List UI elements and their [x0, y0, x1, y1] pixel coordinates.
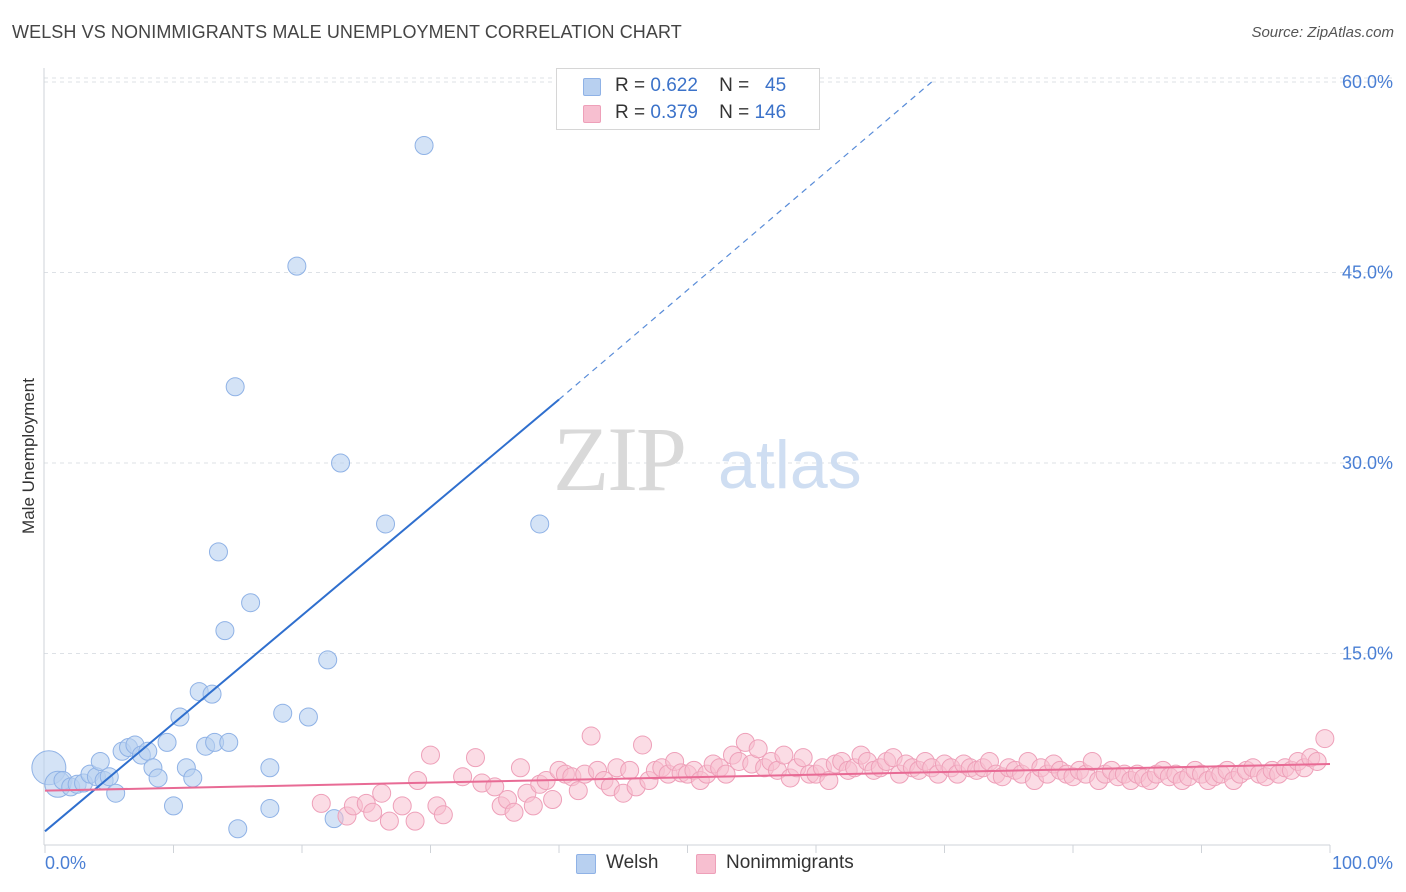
- nonimmigrants-point: [392, 796, 412, 816]
- y-axis-title: Male Unemployment: [19, 378, 38, 534]
- y-tick-label: 60.0%: [1342, 72, 1393, 92]
- welsh-point: [530, 514, 550, 534]
- watermark-zip: ZIP: [553, 408, 685, 510]
- nonimmigrants-point: [716, 764, 736, 784]
- nonimmigrants-swatch: [583, 105, 601, 123]
- nonimmigrants-legend-label: Nonimmigrants: [726, 852, 854, 873]
- welsh-point: [183, 768, 203, 788]
- nonimmigrants-point: [372, 783, 392, 803]
- nonimmigrants-point: [408, 771, 428, 790]
- nonimmigrants-point: [465, 748, 485, 768]
- welsh-point: [414, 136, 434, 155]
- welsh-point: [157, 732, 177, 752]
- welsh-point: [225, 377, 245, 397]
- nonimmigrants-point: [510, 758, 530, 778]
- nonimmigrants-point: [748, 739, 768, 759]
- watermark-atlas: atlas: [718, 427, 862, 503]
- welsh-point: [298, 707, 318, 727]
- welsh-point: [202, 684, 222, 704]
- welsh-point: [376, 514, 396, 534]
- welsh-point: [90, 751, 110, 771]
- nonimmigrants-point: [523, 796, 543, 816]
- nonimmigrants-r-value: 0.379: [650, 102, 698, 123]
- nonimmigrants-n-value: 146: [754, 102, 787, 123]
- welsh-points: [31, 136, 550, 839]
- welsh-point: [273, 703, 293, 723]
- nonimmigrants-point: [405, 811, 425, 831]
- welsh-point: [215, 621, 235, 641]
- welsh-point: [219, 732, 239, 752]
- welsh-point: [287, 256, 307, 276]
- nonimmigrants-point: [620, 760, 640, 780]
- chart-title: WELSH VS NONIMMIGRANTS MALE UNEMPLOYMENT…: [12, 22, 682, 42]
- y-tick-label: 30.0%: [1342, 453, 1393, 473]
- nonimmigrants-legend-swatch: [696, 854, 716, 874]
- welsh-trend-extension: [558, 81, 933, 400]
- welsh-r-value: 0.622: [650, 75, 698, 96]
- welsh-legend-label: Welsh: [606, 852, 659, 873]
- nonimmigrants-point: [568, 781, 588, 801]
- nonimmigrants-point: [1307, 751, 1327, 771]
- welsh-point: [260, 798, 280, 818]
- nonimmigrants-points: [311, 726, 1335, 831]
- welsh-trend-line: [44, 398, 560, 833]
- tick-labels: 15.0% 30.0% 45.0% 60.0% 0.0% 100.0%: [45, 72, 1393, 873]
- source-label: Source: ZipAtlas.com: [1251, 24, 1394, 41]
- nonimmigrants-point: [793, 748, 813, 768]
- nonimmigrants-r-label: R =: [615, 102, 646, 123]
- axes: [43, 68, 1331, 853]
- welsh-n-label: N =: [719, 75, 750, 96]
- nonimmigrants-point: [1082, 751, 1102, 771]
- welsh-point: [318, 650, 338, 670]
- x-tick-label: 100.0%: [1332, 853, 1393, 873]
- welsh-legend-swatch: [576, 854, 596, 874]
- nonimmigrants-point: [633, 735, 653, 755]
- welsh-point: [260, 758, 280, 778]
- welsh-point: [331, 453, 351, 473]
- nonimmigrants-point: [1315, 729, 1335, 749]
- trend-lines: [44, 81, 1331, 833]
- welsh-n-value: 45: [765, 75, 787, 96]
- nonimmigrants-point: [581, 726, 601, 746]
- nonimmigrants-point: [379, 811, 399, 831]
- x-tick-label: 0.0%: [45, 853, 86, 873]
- nonimmigrants-point: [819, 771, 839, 790]
- welsh-point: [164, 796, 183, 816]
- nonimmigrants-point: [363, 802, 383, 822]
- correlation-legend: R = 0.622 N = 45 R = 0.379 N = 146: [556, 68, 820, 130]
- nonimmigrants-n-label: N =: [719, 102, 750, 123]
- y-tick-label: 15.0%: [1342, 644, 1393, 664]
- nonimmigrants-trend-line: [44, 762, 1331, 792]
- welsh-point: [148, 768, 168, 788]
- welsh-point: [208, 542, 228, 562]
- nonimmigrants-point: [543, 790, 563, 810]
- welsh-point: [106, 783, 126, 803]
- grid-lines: [44, 77, 1395, 654]
- nonimmigrants-point: [421, 745, 440, 765]
- nonimmigrants-point: [311, 793, 331, 813]
- nonimmigrants-point: [433, 805, 453, 825]
- series-legend: Welsh Nonimmigrants: [0, 852, 1406, 878]
- welsh-point: [241, 593, 261, 613]
- welsh-swatch: [583, 78, 601, 96]
- y-tick-label: 45.0%: [1342, 263, 1393, 283]
- welsh-r-label: R =: [615, 75, 646, 96]
- welsh-point: [228, 819, 248, 839]
- nonimmigrants-point: [774, 745, 794, 765]
- nonimmigrants-point: [504, 802, 524, 822]
